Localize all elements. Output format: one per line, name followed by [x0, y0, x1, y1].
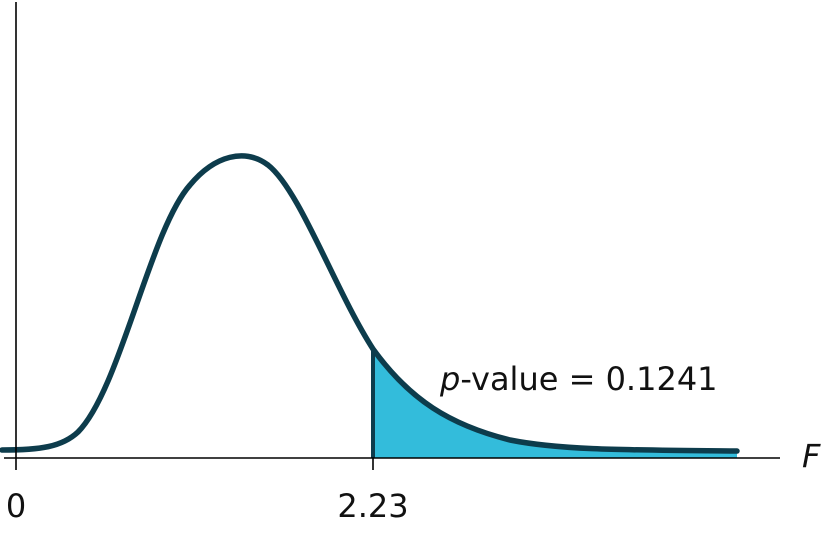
p-value-annotation: p-value = 0.1241: [439, 360, 718, 398]
density-curve: [0, 153, 740, 454]
x-axis-title: F: [802, 437, 821, 475]
p-value-shaded-region: [373, 349, 737, 458]
p-value-annotation-rest: -value = 0.1241: [460, 360, 717, 398]
x-tick-label-0: 0: [6, 487, 26, 525]
p-value-annotation-p: p: [439, 360, 460, 398]
x-tick-label-1: 2.23: [337, 487, 408, 525]
